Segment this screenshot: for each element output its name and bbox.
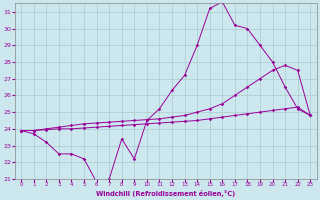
X-axis label: Windchill (Refroidissement éolien,°C): Windchill (Refroidissement éolien,°C) bbox=[96, 190, 236, 197]
